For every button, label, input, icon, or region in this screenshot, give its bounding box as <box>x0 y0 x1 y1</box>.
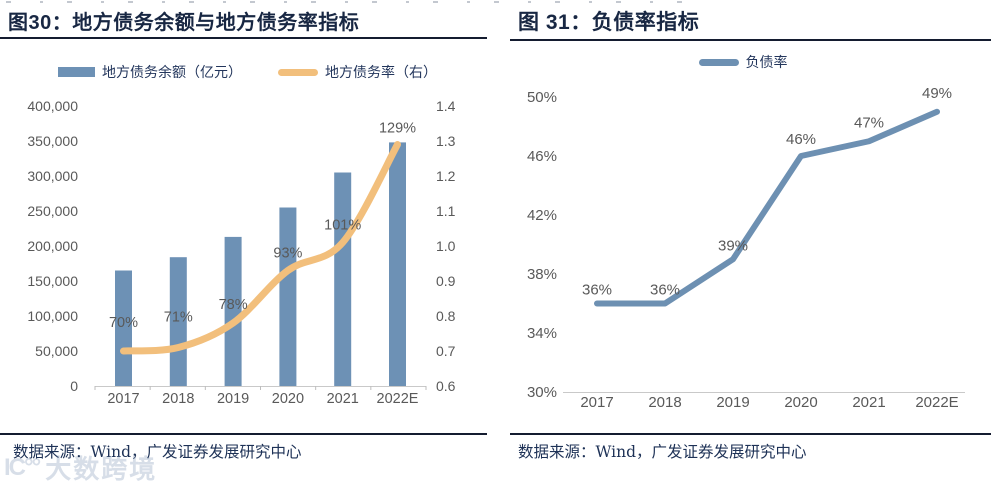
line-swatch-icon <box>698 58 739 66</box>
svg-text:2018: 2018 <box>648 394 681 411</box>
svg-text:50,000: 50,000 <box>35 343 78 359</box>
svg-text:2017: 2017 <box>107 391 139 407</box>
figure-30-bottom-rule <box>0 433 487 435</box>
svg-text:0: 0 <box>70 378 78 394</box>
svg-text:1.3: 1.3 <box>436 133 456 149</box>
svg-text:2022E: 2022E <box>377 391 419 407</box>
legend-item-liability-ratio: 负债率 <box>698 52 788 72</box>
legend-item-debt-ratio: 地方债务率（右） <box>278 62 437 82</box>
svg-text:100,000: 100,000 <box>27 308 78 324</box>
svg-text:350,000: 350,000 <box>27 133 78 149</box>
bar-swatch-icon <box>58 67 95 77</box>
svg-text:38%: 38% <box>527 266 557 283</box>
figure-30-source: 数据来源：Wind，广发证券发展研究中心 <box>13 443 302 461</box>
svg-text:2018: 2018 <box>162 391 194 407</box>
svg-text:2019: 2019 <box>217 391 249 407</box>
figure-31-source: 数据来源：Wind，广发证券发展研究中心 <box>518 443 807 461</box>
line-swatch-icon <box>278 68 318 76</box>
svg-text:50%: 50% <box>527 89 557 106</box>
figure-30-title-rule <box>0 37 487 39</box>
cropped-text-remnant <box>6 1 706 3</box>
figure-30-title: 图30：地方债务余额与地方债务率指标 <box>8 12 360 34</box>
svg-text:1.0: 1.0 <box>436 238 456 254</box>
svg-text:400,000: 400,000 <box>27 98 78 114</box>
svg-text:300,000: 300,000 <box>27 168 78 184</box>
figure-31-bottom-rule <box>510 433 991 435</box>
svg-text:2021: 2021 <box>327 391 359 407</box>
svg-text:42%: 42% <box>527 207 557 224</box>
svg-text:250,000: 250,000 <box>27 203 78 219</box>
svg-text:93%: 93% <box>273 246 302 262</box>
svg-text:150,000: 150,000 <box>27 273 78 289</box>
svg-text:30%: 30% <box>527 384 557 401</box>
svg-text:46%: 46% <box>527 148 557 165</box>
figure-31-title-rule <box>510 39 991 41</box>
svg-text:2020: 2020 <box>272 391 304 407</box>
legend-label: 地方债务率（右） <box>325 65 437 81</box>
svg-text:200,000: 200,000 <box>27 238 78 254</box>
svg-text:1.4: 1.4 <box>436 98 456 114</box>
svg-text:49%: 49% <box>922 85 952 102</box>
svg-text:101%: 101% <box>324 218 361 234</box>
svg-text:47%: 47% <box>854 114 884 131</box>
svg-text:2022E: 2022E <box>915 394 958 411</box>
legend-label: 地方债务余额（亿元） <box>102 65 242 81</box>
svg-text:0.9: 0.9 <box>436 273 456 289</box>
svg-text:36%: 36% <box>650 282 680 299</box>
figure-30-legend: 地方债务余额（亿元） 地方债务率（右） <box>0 62 495 82</box>
svg-text:46%: 46% <box>786 131 816 148</box>
legend-label: 负债率 <box>745 55 788 71</box>
svg-text:34%: 34% <box>527 325 557 342</box>
svg-text:0.6: 0.6 <box>436 378 456 394</box>
figure-31-legend: 负债率 <box>495 52 991 72</box>
svg-text:2017: 2017 <box>580 394 613 411</box>
svg-text:0.7: 0.7 <box>436 343 456 359</box>
svg-text:39%: 39% <box>718 237 748 254</box>
svg-text:1.2: 1.2 <box>436 168 456 184</box>
svg-text:70%: 70% <box>109 315 138 331</box>
svg-text:36%: 36% <box>582 282 612 299</box>
debt-balance-and-ratio-chart: 0 50,000 100,000 150,000 200,000 250,000 300,0… <box>27 98 456 407</box>
svg-text:2019: 2019 <box>716 394 749 411</box>
svg-text:1.1: 1.1 <box>436 203 456 219</box>
liability-ratio-chart: 30% 34% 38% 42% 46% 50% 36% 36% 39% 46% 47% 49% 2017… <box>527 85 965 411</box>
svg-text:71%: 71% <box>164 310 193 326</box>
legend-item-debt-balance: 地方债务余额（亿元） <box>58 62 242 82</box>
figure-31-title: 图 31：负债率指标 <box>518 11 700 34</box>
svg-text:78%: 78% <box>219 297 248 313</box>
svg-text:2020: 2020 <box>784 394 817 411</box>
svg-text:0.8: 0.8 <box>436 308 456 324</box>
svg-text:129%: 129% <box>379 121 416 137</box>
svg-text:2021: 2021 <box>852 394 885 411</box>
